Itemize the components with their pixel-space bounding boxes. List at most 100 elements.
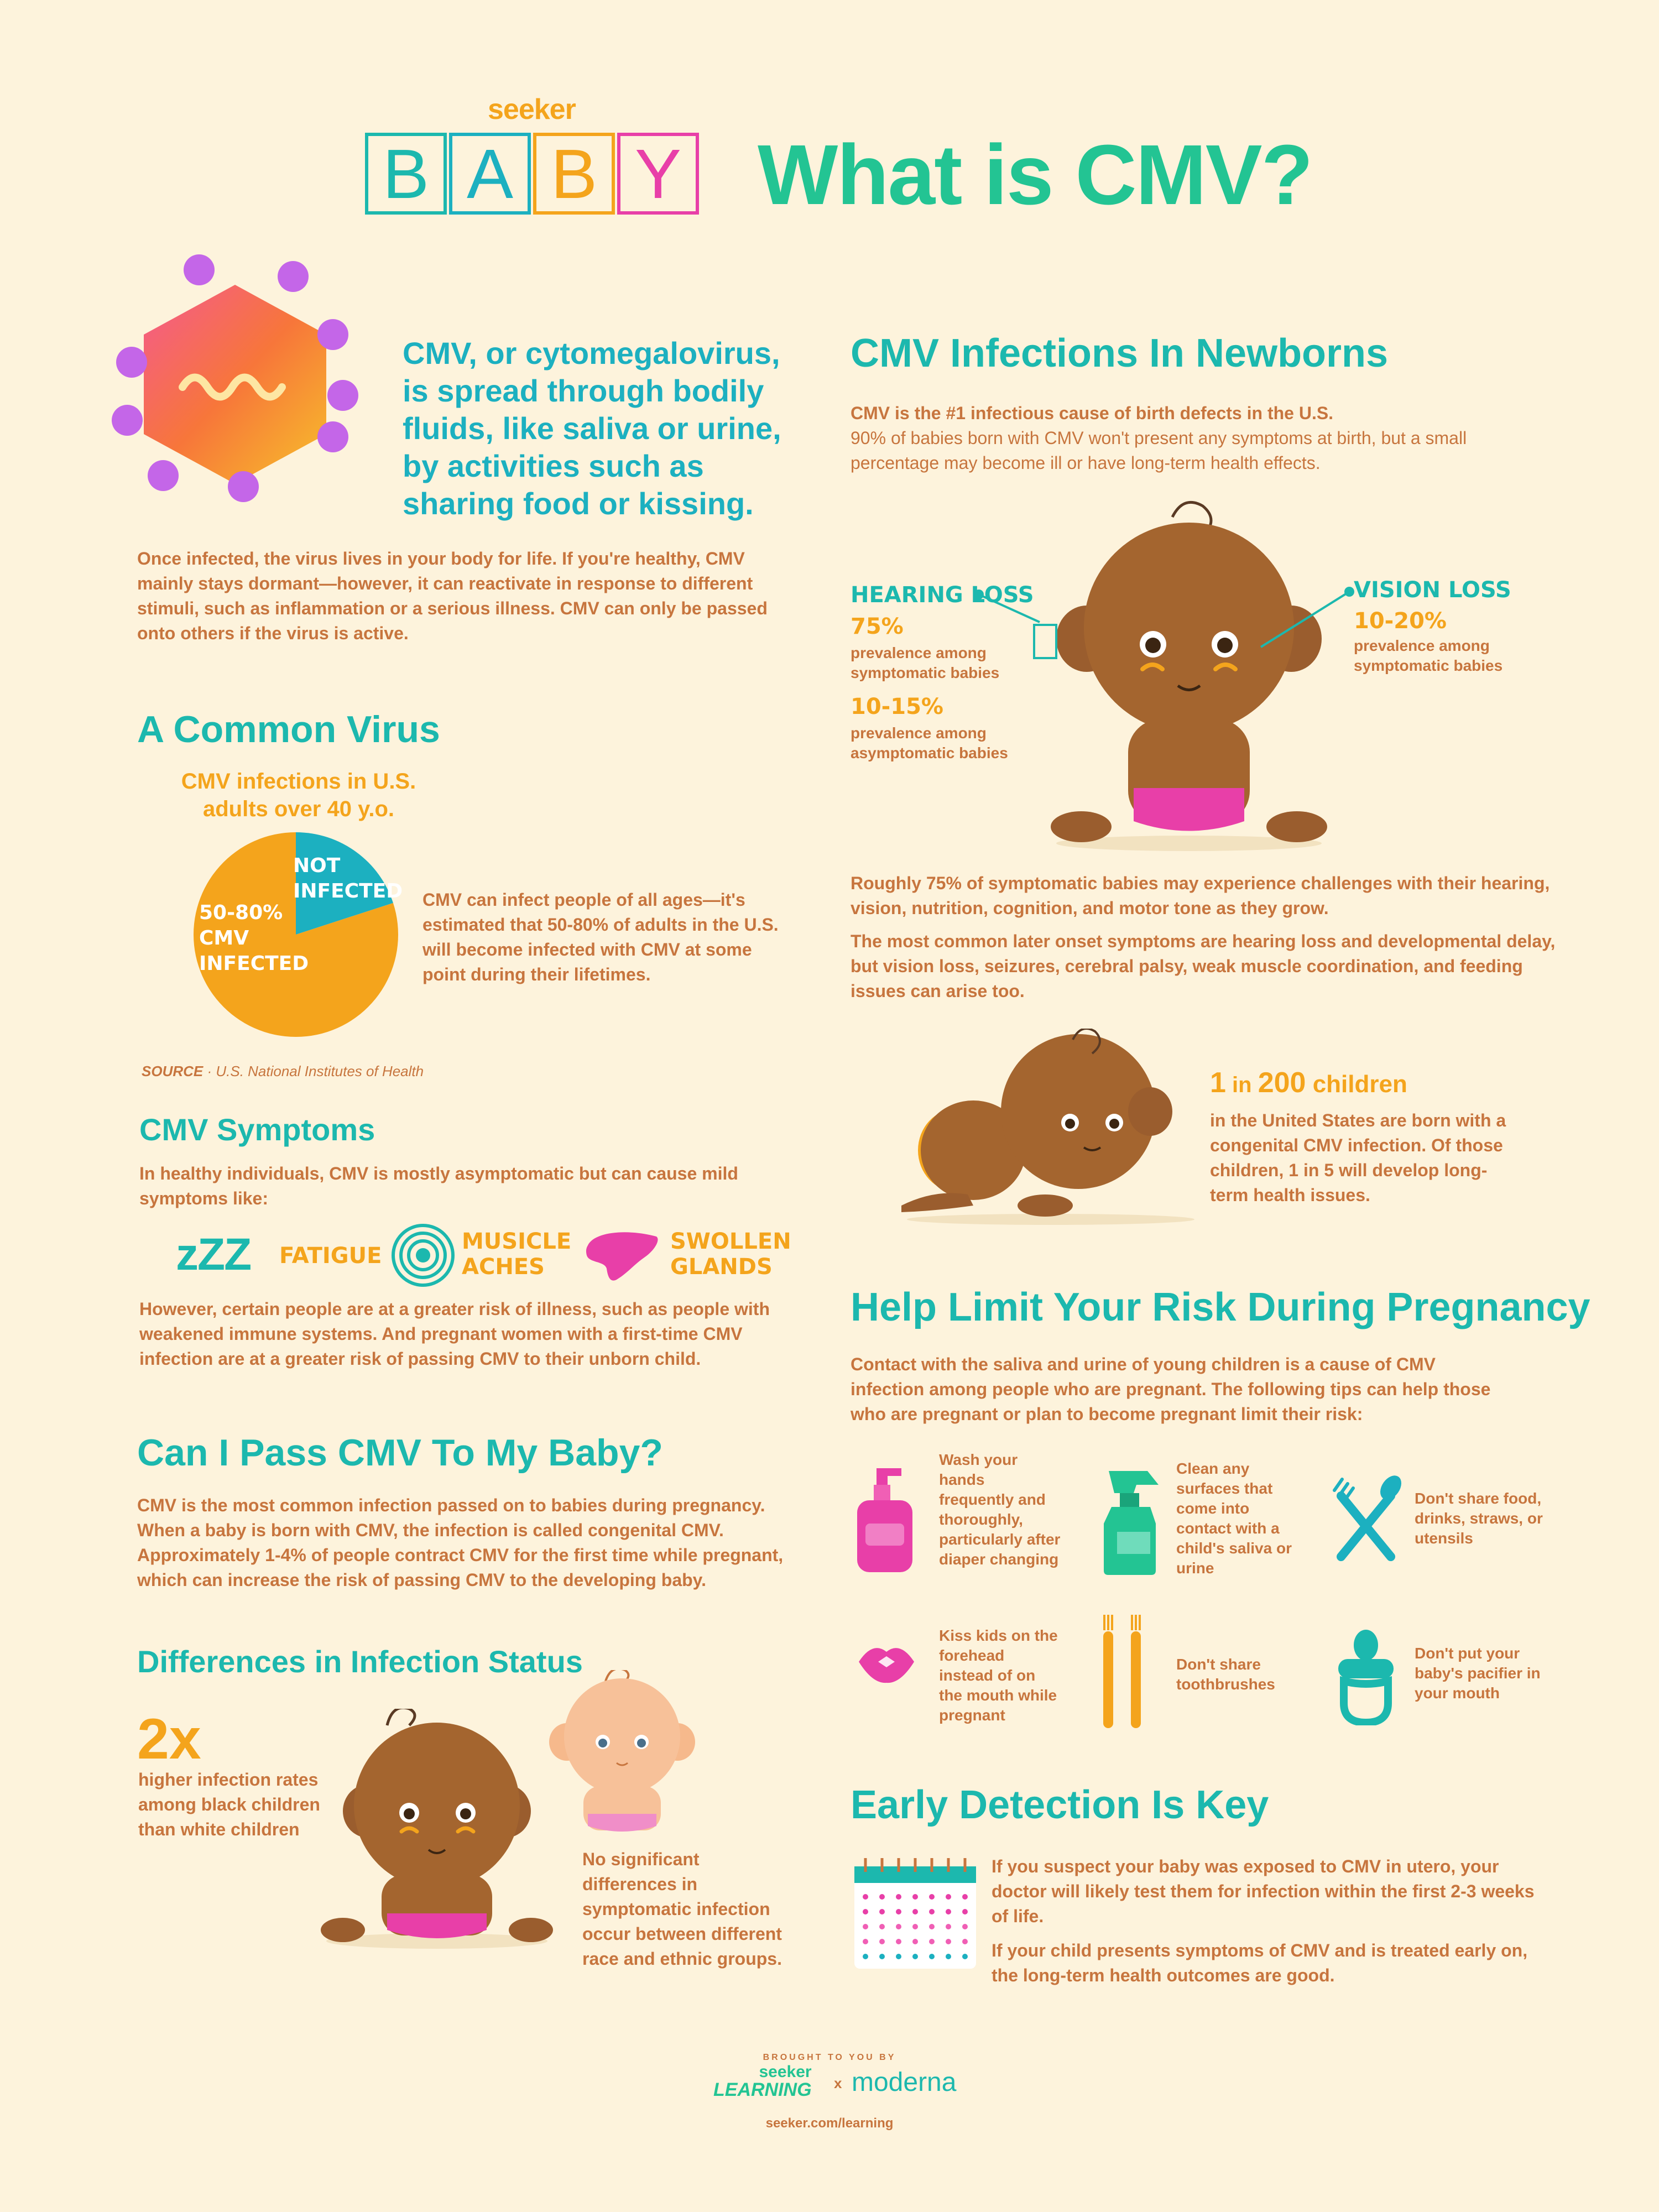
calendar-day-dot <box>896 1939 901 1944</box>
pass-heading: Can I Pass CMV To My Baby? <box>137 1432 663 1474</box>
liver-icon <box>583 1229 661 1284</box>
page-title: What is CMV? <box>758 127 1313 222</box>
calendar-day-dot <box>879 1954 885 1959</box>
muscle-icon <box>390 1222 456 1288</box>
common-virus-heading: A Common Virus <box>137 708 440 750</box>
baby-light-illustration <box>539 1670 705 1836</box>
baby-brown-illustration <box>321 1709 553 1952</box>
calendar-day-dot <box>962 1939 968 1944</box>
calendar-day-dot <box>912 1909 918 1914</box>
risk-intro: Contact with the saliva and urine of you… <box>851 1354 1491 1424</box>
newborns-lead: CMV is the #1 infectious cause of birth … <box>851 403 1334 423</box>
ratio-text: in the United States are born with a con… <box>1210 1110 1506 1205</box>
calendar-day-dot <box>863 1909 868 1914</box>
detection-heading: Early Detection Is Key <box>851 1783 1269 1827</box>
newborns-body: 90% of babies born with CMV won't presen… <box>851 428 1467 473</box>
footer-learning: LEARNING <box>713 2079 812 2100</box>
symptom-fatigue: FATIGUE <box>279 1243 382 1269</box>
virus-icon <box>111 254 359 509</box>
tip-clean-surfaces: Clean any surfaces that come into contac… <box>1176 1460 1292 1577</box>
calendar-day-dot <box>962 1909 968 1914</box>
seeker-learning-logo: seeker LEARNING <box>713 2063 812 2100</box>
newborns-para2: The most common later onset symptoms are… <box>851 931 1556 1001</box>
calendar-day-dot <box>896 1924 901 1929</box>
hearing-loss-title: HEARING LOSS <box>851 582 1034 608</box>
footer-x: x <box>834 2075 842 2091</box>
footer-brought-by: BROUGHT TO YOU BY <box>763 2053 896 2062</box>
calendar-day-dot <box>863 1924 868 1929</box>
newborns-para1: Roughly 75% of symptomatic babies may ex… <box>851 873 1550 918</box>
baby-letter-b: B <box>365 133 447 215</box>
intro-body: Once infected, the virus lives in your b… <box>137 549 768 643</box>
footer-seeker: seeker <box>759 2063 812 2081</box>
source-note: SOURCE · U.S. National Institutes of Hea… <box>142 1063 424 1080</box>
calendar-day-dot <box>946 1894 951 1900</box>
hearing-asym-text: prevalence among asymptomatic babies <box>851 724 1008 761</box>
calendar-day-dot <box>946 1909 951 1914</box>
calendar-day-dot <box>896 1894 901 1900</box>
baby-letter-b2: B <box>533 133 615 215</box>
pie-label-not-infected: NOT INFECTED <box>293 854 403 902</box>
ratio-in: in <box>1225 1073 1258 1097</box>
moderna-logo: moderna <box>852 2068 957 2097</box>
tip-dont-share-toothbrushes: Don't share toothbrushes <box>1176 1656 1275 1693</box>
vision-pct: 10-20% <box>1354 608 1447 634</box>
utensils-icon <box>1330 1474 1402 1562</box>
calendar-day-dot <box>929 1954 935 1959</box>
calendar-day-dot <box>912 1894 918 1900</box>
hearing-callout-line <box>973 578 1360 688</box>
calendar-day-dot <box>879 1939 885 1944</box>
zzz-icon: zZZ <box>176 1229 252 1280</box>
intro-headline: CMV, or cytomegalovirus, is spread throu… <box>403 336 781 521</box>
hearing-sym-text: prevalence among symptomatic babies <box>851 644 1000 681</box>
vision-text: prevalence among symptomatic babies <box>1354 637 1503 674</box>
pie-slice-infected <box>194 832 398 1037</box>
vision-loss-title: VISION LOSS <box>1354 577 1511 603</box>
calendar-day-dot <box>912 1924 918 1929</box>
calendar-icon <box>852 1855 979 1971</box>
vision-callout-line <box>1239 575 1355 664</box>
soap-icon <box>854 1463 915 1573</box>
pass-body: CMV is the most common infection passed … <box>137 1495 784 1590</box>
pie-label-infected: 50-80% CMV INFECTED <box>199 901 309 975</box>
source-label: SOURCE <box>142 1063 204 1079</box>
detection-para2: If your child presents symptoms of CMV a… <box>992 1940 1528 1985</box>
pacifier-icon <box>1330 1629 1402 1725</box>
calendar-day-dot <box>896 1954 901 1959</box>
calendar-day-dot <box>962 1894 968 1900</box>
symptoms-heading: CMV Symptoms <box>139 1112 375 1147</box>
ratio-num1: 1 <box>1210 1067 1226 1099</box>
symptoms-outro: However, certain people are at a greater… <box>139 1299 770 1369</box>
calendar-day-dot <box>863 1939 868 1944</box>
symptom-muscle-aches: MUSICLE ACHES <box>462 1229 572 1280</box>
ratio-word: children <box>1306 1071 1407 1098</box>
differences-stat-text: higher infection rates among black child… <box>138 1770 320 1839</box>
spray-icon <box>1098 1465 1170 1576</box>
pie-slice-not-infected <box>296 832 393 935</box>
calendar-day-dot <box>946 1924 951 1929</box>
calendar-day-dot <box>946 1939 951 1944</box>
tip-dont-put-pacifier: Don't put your baby's pacifier in your m… <box>1415 1645 1541 1702</box>
calendar-day-dot <box>879 1909 885 1914</box>
calendar-day-dot <box>946 1954 951 1959</box>
risk-heading: Help Limit Your Risk During Pregnancy <box>851 1285 1590 1329</box>
detection-para1: If you suspect your baby was exposed to … <box>992 1856 1535 1926</box>
tip-dont-share-food: Don't share food, drinks, straws, or ute… <box>1415 1490 1543 1547</box>
lips-icon <box>856 1640 917 1684</box>
symptom-swollen-glands: SWOLLEN GLANDS <box>670 1229 791 1280</box>
calendar-day-dot <box>929 1939 935 1944</box>
baby-letter-y: Y <box>617 133 699 215</box>
baby-crawling-illustration <box>890 1029 1200 1228</box>
seeker-logo-text: seeker <box>488 93 576 126</box>
common-virus-text: CMV can infect people of all ages—it's e… <box>422 890 779 984</box>
calendar-day-dot <box>912 1954 918 1959</box>
calendar-day-dot <box>879 1894 885 1900</box>
tip-wash-hands: Wash your hands frequently and thoroughl… <box>939 1451 1061 1568</box>
tip-kiss-forehead: Kiss kids on the forehead instead of on … <box>939 1627 1058 1724</box>
calendar-day-dot <box>929 1924 935 1929</box>
source-text: · U.S. National Institutes of Health <box>203 1063 424 1079</box>
calendar-day-dot <box>929 1909 935 1914</box>
pie-chart <box>194 832 398 1037</box>
footer-url[interactable]: seeker.com/learning <box>765 2116 894 2131</box>
calendar-day-dot <box>912 1939 918 1944</box>
